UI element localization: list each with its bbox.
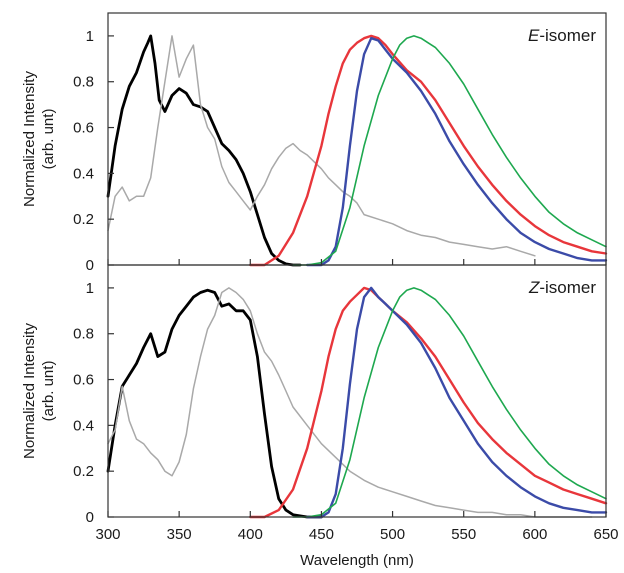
- x-tick-label: 300: [95, 526, 120, 543]
- x-tick-label: 550: [451, 526, 476, 543]
- y-tick-label: 0.2: [73, 463, 94, 480]
- series-line-4: [306, 37, 608, 267]
- y-axis-title: Normalized Intensity: [21, 71, 38, 207]
- series-line-5: [292, 35, 607, 266]
- y-tick-label: 0.4: [73, 417, 94, 434]
- panel-e-isomer: 0 0.2 0.4 0.6 0.8 1 E-isomer Normalized Intensi…: [21, 12, 608, 274]
- x-axis-title: Wavelength (nm): [300, 552, 414, 569]
- series-line-2: [107, 287, 593, 518]
- y-tick-label: 1: [86, 280, 94, 297]
- y-tick-label: 0.6: [73, 372, 94, 389]
- y-axis-title: Normalized Intensity: [21, 323, 38, 459]
- y-axis-subtitle: (arb. unt): [40, 361, 57, 422]
- y-tick-label: 0.8: [73, 74, 94, 91]
- y-tick-label: 0.8: [73, 326, 94, 343]
- y-tick-label: 0: [86, 257, 94, 274]
- panel-label: E-isomer: [528, 26, 596, 45]
- x-tick-label: 600: [522, 526, 547, 543]
- series-line-3: [249, 34, 608, 267]
- y-tick-label: 0.2: [73, 211, 94, 228]
- series-line-4: [306, 286, 608, 519]
- x-tick-label: 400: [238, 526, 263, 543]
- y-tick-label: 0: [86, 509, 94, 526]
- series-line-1: [106, 34, 302, 267]
- y-tick-label: 0.6: [73, 120, 94, 137]
- plot-frame: [107, 12, 607, 266]
- series-line-2: [107, 35, 536, 257]
- x-tick-label: 500: [380, 526, 405, 543]
- y-tick-label: 1: [86, 28, 94, 45]
- series-line-5: [292, 287, 607, 518]
- x-tick-label: 450: [309, 526, 334, 543]
- x-tick-label: 350: [167, 526, 192, 543]
- plot-frame: [107, 264, 607, 518]
- panel-z-isomer: 0 0.2 0.4 0.6 0.8 1 300 350 400 450 500 550 600 650 Z-…: [21, 264, 619, 569]
- series-line-3: [249, 286, 608, 519]
- x-tick-label: 650: [593, 526, 618, 543]
- y-tick-label: 0.4: [73, 165, 94, 182]
- panel-label: Z-isomer: [528, 278, 596, 297]
- series-line-1: [106, 288, 323, 519]
- y-axis-subtitle: (arb. unt): [40, 109, 57, 170]
